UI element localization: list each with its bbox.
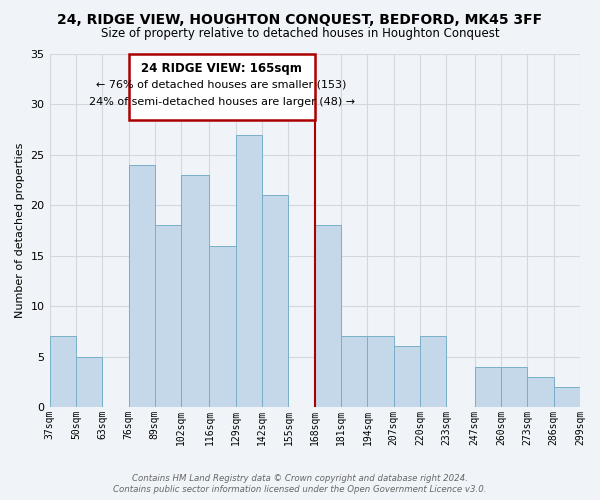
Bar <box>76 356 102 407</box>
Bar <box>394 346 420 407</box>
Bar <box>236 134 262 407</box>
Bar <box>181 175 209 407</box>
Bar <box>50 336 76 407</box>
Bar <box>128 165 155 407</box>
Bar <box>554 387 580 407</box>
Bar <box>420 336 446 407</box>
FancyBboxPatch shape <box>128 54 315 120</box>
Bar <box>262 195 289 407</box>
Bar <box>209 246 236 407</box>
Text: 24, RIDGE VIEW, HOUGHTON CONQUEST, BEDFORD, MK45 3FF: 24, RIDGE VIEW, HOUGHTON CONQUEST, BEDFO… <box>58 12 542 26</box>
Bar <box>501 366 527 407</box>
Bar <box>315 226 341 407</box>
Bar <box>155 226 181 407</box>
Bar <box>527 376 554 407</box>
Text: Contains HM Land Registry data © Crown copyright and database right 2024.
Contai: Contains HM Land Registry data © Crown c… <box>113 474 487 494</box>
Bar <box>475 366 501 407</box>
Text: 24% of semi-detached houses are larger (48) →: 24% of semi-detached houses are larger (… <box>89 98 355 108</box>
Text: Size of property relative to detached houses in Houghton Conquest: Size of property relative to detached ho… <box>101 28 499 40</box>
Text: 24 RIDGE VIEW: 165sqm: 24 RIDGE VIEW: 165sqm <box>141 62 302 75</box>
Bar <box>341 336 367 407</box>
Y-axis label: Number of detached properties: Number of detached properties <box>15 143 25 318</box>
Text: ← 76% of detached houses are smaller (153): ← 76% of detached houses are smaller (15… <box>97 79 347 89</box>
Bar <box>367 336 394 407</box>
